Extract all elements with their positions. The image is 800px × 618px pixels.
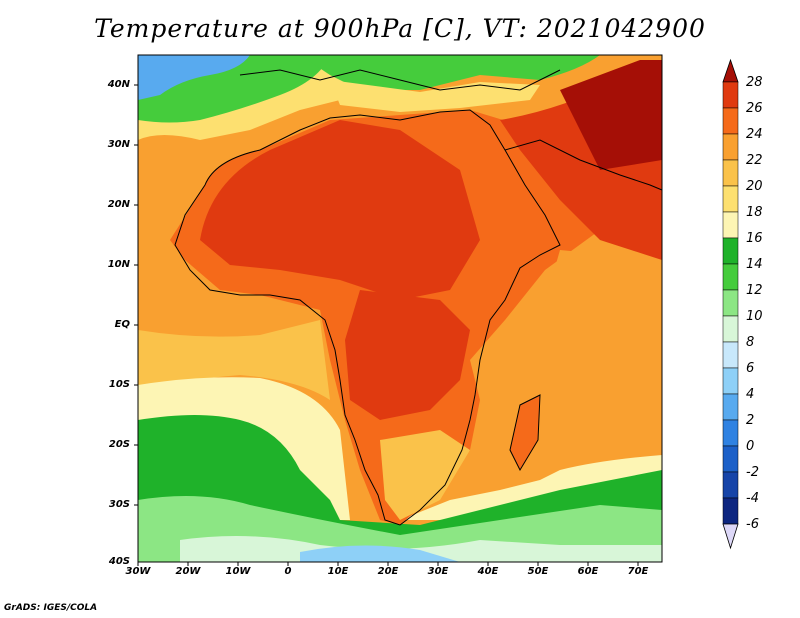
colorbar-seg-7 xyxy=(722,263,739,291)
south-africa-mild xyxy=(380,430,470,520)
colorbar-seg-6 xyxy=(722,237,739,265)
colorbar-seg-5 xyxy=(722,211,739,239)
colorbar-label: 0 xyxy=(746,439,755,454)
lat-label: 20N xyxy=(107,199,130,210)
colorbar-label: 18 xyxy=(746,205,763,220)
lat-label: 40N xyxy=(107,79,130,90)
colorbar-seg-0 xyxy=(722,81,739,109)
southern-coldest xyxy=(300,545,460,562)
arabia-coastline xyxy=(504,139,663,191)
colorbar-label: 14 xyxy=(746,257,763,272)
madagascar-coastline xyxy=(509,394,541,472)
lat-label: 10N xyxy=(107,259,130,270)
colorbar-label: -4 xyxy=(746,491,759,506)
colorbar-label: 2 xyxy=(746,413,755,428)
colorbar-seg-4 xyxy=(722,185,739,213)
colorbar-seg-12 xyxy=(722,393,739,421)
lon-label: 0 xyxy=(284,566,292,577)
lon-label: 20W xyxy=(175,566,201,577)
lat-label: EQ xyxy=(114,319,130,330)
colorbar-label: 8 xyxy=(746,335,755,350)
lon-label: 20E xyxy=(377,566,399,577)
colorbar-label: -2 xyxy=(746,465,759,480)
central-hot xyxy=(345,290,470,420)
lon-label: 40E xyxy=(477,566,499,577)
lat-label: 20S xyxy=(108,439,130,450)
colorbar-label: 24 xyxy=(746,127,763,142)
colorbar-label: 10 xyxy=(746,309,763,324)
colorbar-bottom-arrow xyxy=(722,523,739,550)
north-atlantic-cold xyxy=(138,55,250,100)
lat-label: 10S xyxy=(108,379,130,390)
coastlines xyxy=(174,69,663,526)
colorbar xyxy=(722,58,739,550)
colorbar-seg-11 xyxy=(722,367,739,395)
europe-coastline xyxy=(239,69,561,91)
colorbar-top-arrow xyxy=(722,58,739,83)
colorbar-label: 22 xyxy=(746,153,763,168)
lat-label: 30N xyxy=(107,139,130,150)
colorbar-seg-15 xyxy=(722,471,739,499)
colorbar-seg-14 xyxy=(722,445,739,473)
lon-label: 50E xyxy=(527,566,549,577)
colorbar-seg-3 xyxy=(722,159,739,187)
lon-label: 30W xyxy=(125,566,151,577)
colorbar-label: 4 xyxy=(746,387,755,402)
lon-label: 10W xyxy=(225,566,251,577)
colorbar-seg-2 xyxy=(722,133,739,161)
temperature-field xyxy=(138,55,662,562)
lon-label: 60E xyxy=(577,566,599,577)
colorbar-label: 26 xyxy=(746,101,763,116)
map-frame xyxy=(137,54,663,563)
colorbar-seg-8 xyxy=(722,289,739,317)
colorbar-seg-10 xyxy=(722,341,739,369)
indian-ocean-warm xyxy=(520,250,662,450)
lat-label: 30S xyxy=(108,499,130,510)
lon-label: 70E xyxy=(627,566,649,577)
colorbar-label: 20 xyxy=(746,179,763,194)
axis-ticks xyxy=(134,84,639,566)
colorbar-seg-16 xyxy=(722,497,739,525)
sahara-hot xyxy=(200,120,480,300)
grads-credit: GrADS: IGES/COLA xyxy=(4,603,98,613)
europe-band xyxy=(300,55,600,90)
colorbar-seg-9 xyxy=(722,315,739,343)
africa-coastline xyxy=(174,109,561,526)
madagascar xyxy=(510,395,540,470)
lat-label: 40S xyxy=(108,556,130,567)
med-band xyxy=(330,80,540,112)
colorbar-label: 28 xyxy=(746,75,763,90)
lon-label: 30E xyxy=(427,566,449,577)
colorbar-seg-13 xyxy=(722,419,739,447)
map-title: Temperature at 900hPa [C], VT: 202104290… xyxy=(94,14,706,43)
colorbar-label: -6 xyxy=(746,517,759,532)
colorbar-label: 6 xyxy=(746,361,755,376)
colorbar-label: 16 xyxy=(746,231,763,246)
lon-label: 10E xyxy=(327,566,349,577)
colorbar-label: 12 xyxy=(746,283,763,298)
colorbar-seg-1 xyxy=(722,107,739,135)
arabia-hottest xyxy=(560,60,662,170)
